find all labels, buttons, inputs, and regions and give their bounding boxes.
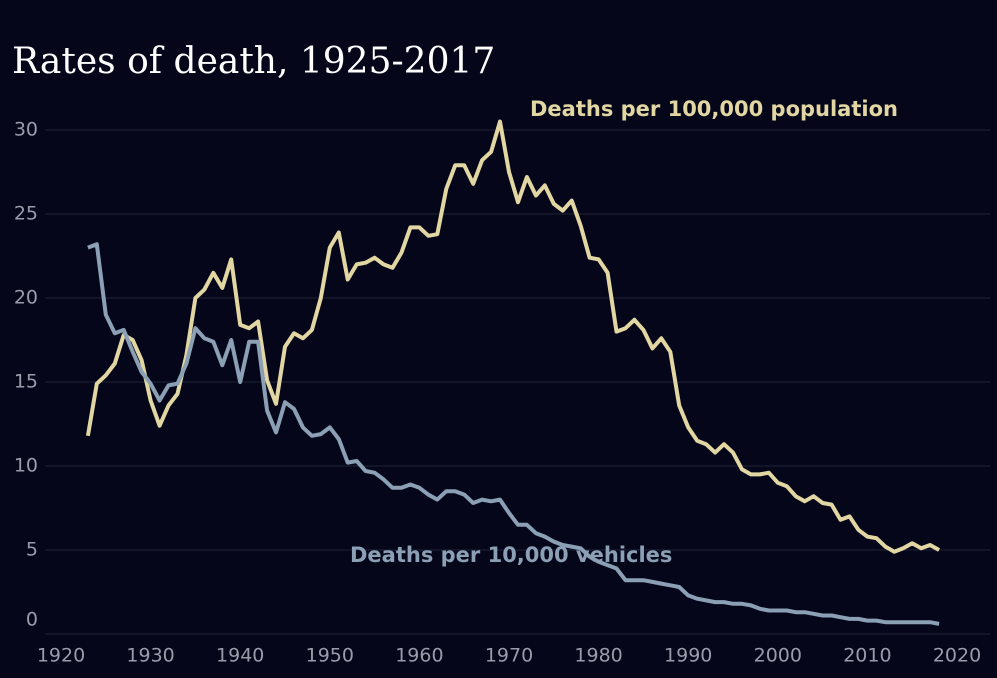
x-tick-label: 1920 [37, 645, 85, 667]
x-tick-label: 1990 [664, 645, 712, 667]
x-tick-label: 1950 [306, 645, 354, 667]
x-tick-label: 1940 [216, 645, 264, 667]
x-tick-label: 2020 [933, 645, 981, 667]
y-tick-label: 20 [14, 287, 38, 309]
x-tick-label: 2010 [843, 645, 891, 667]
y-tick-label: 0 [26, 609, 38, 631]
x-tick-label: 1970 [485, 645, 533, 667]
x-tick-label: 1980 [574, 645, 622, 667]
x-tick-label: 1960 [395, 645, 443, 667]
y-tick-label: 30 [14, 119, 38, 141]
x-tick-label: 2000 [754, 645, 802, 667]
y-tick-label: 25 [14, 203, 38, 225]
y-tick-label: 15 [14, 371, 38, 393]
series-label: Deaths per 100,000 population [530, 97, 898, 121]
series-label: Deaths per 10,000 vehicles [350, 543, 672, 567]
y-tick-label: 5 [26, 539, 38, 561]
x-tick-label: 1930 [126, 645, 174, 667]
y-tick-label: 10 [14, 455, 38, 477]
series-line [87, 242, 940, 626]
chart-title: Rates of death, 1925-2017 [12, 41, 495, 82]
series-line [85, 119, 941, 554]
